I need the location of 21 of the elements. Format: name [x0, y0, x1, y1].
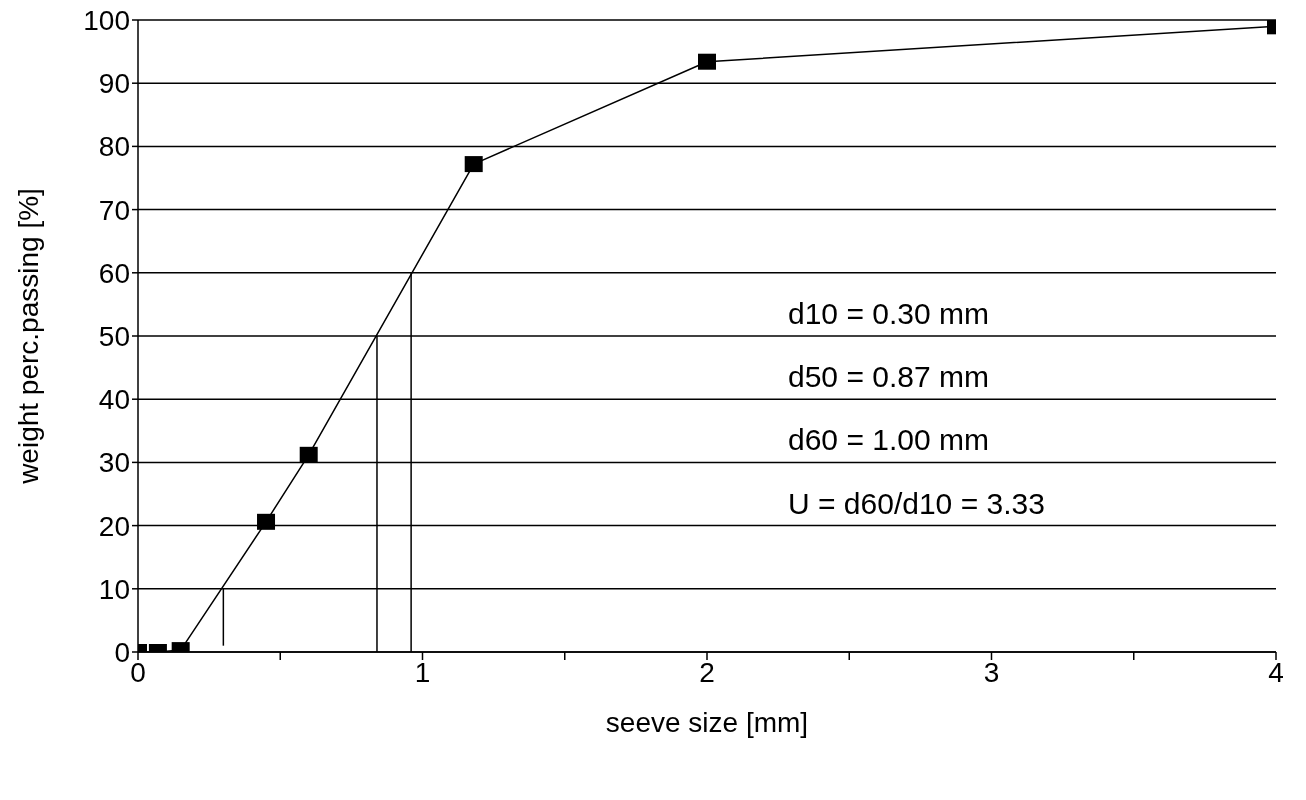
annotation: d60 = 1.00 mm: [788, 422, 990, 459]
y-tick-label: 40: [98, 384, 130, 416]
y-tick-label: 70: [98, 194, 130, 226]
annotation: U = d60/d10 = 3.33: [788, 485, 1045, 522]
x-tick-label: 4: [1268, 656, 1284, 688]
y-tick-label: 90: [98, 68, 130, 100]
y-axis-title: weight perc.passing [%]: [12, 188, 44, 485]
y-tick-label: 80: [98, 131, 130, 163]
y-tick-label: 0: [114, 636, 130, 668]
y-tick-label: 10: [98, 573, 130, 605]
y-tick-label: 50: [98, 320, 130, 352]
y-tick-label: 100: [83, 4, 130, 36]
annotation: d50 = 0.87 mm: [788, 359, 990, 396]
y-tick-label: 60: [98, 257, 130, 289]
y-tick-label: 30: [98, 447, 130, 479]
x-tick-label: 3: [983, 656, 1000, 688]
x-axis-title: seeve size [mm]: [605, 707, 809, 738]
x-tick-label: 2: [699, 656, 715, 688]
annotation: d10 = 0.30 mm: [788, 296, 990, 332]
y-tick-label: 20: [98, 510, 130, 542]
x-tick-label: 1: [414, 656, 431, 688]
